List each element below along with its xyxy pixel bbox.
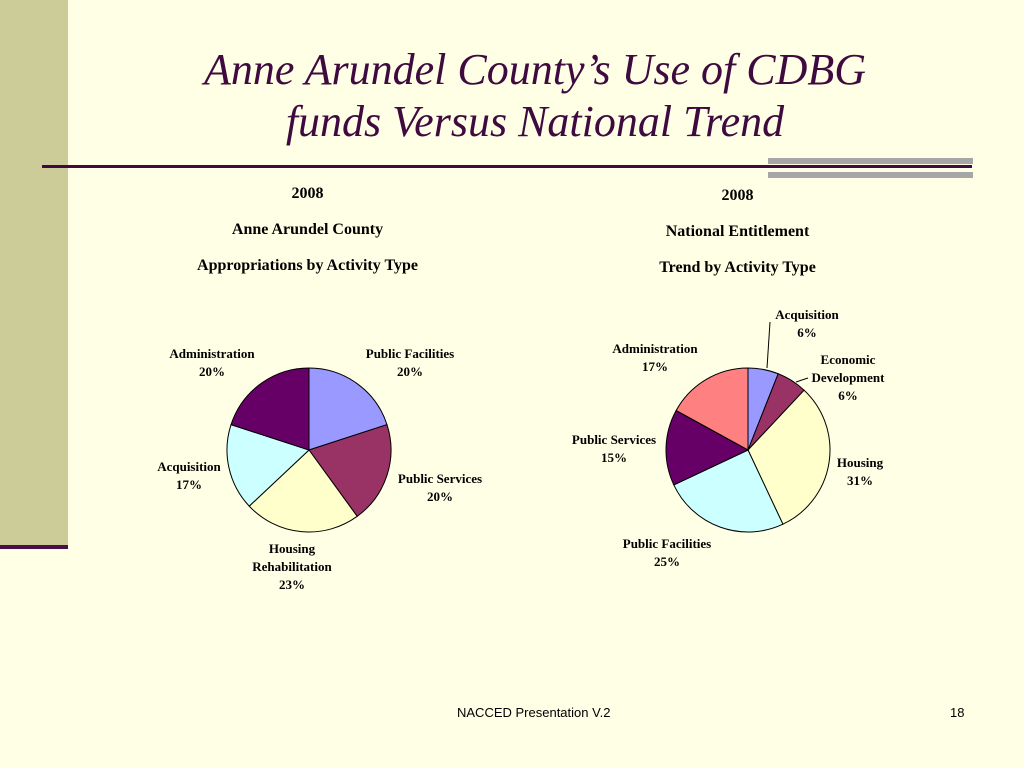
national-value-acquisition: 6% [797,325,817,340]
county-label-public-facilities: Public Facilities 20% [366,346,454,379]
county-slice-public-services [308,424,392,518]
county-label-acquisition: Acquisition 17% [157,459,221,492]
accent-bar-top [768,158,973,164]
county-slice-public-facilities [308,367,388,451]
county-pie-chart: Public Facilities 20% Public Services 20% Ho… [157,346,482,592]
county-chart-subtitle: Appropriations by Activity Type [197,257,418,274]
county-label-public-services: Public Services 20% [398,471,482,504]
county-slice-housing-rehabilitation [248,449,358,533]
national-label-acquisition: Acquisition 6% [775,307,839,340]
county-value-administration: 20% [199,364,225,379]
page-number: 18 [950,705,965,720]
title-line-1: Anne Arundel County’s Use of CDBG [204,45,866,94]
slide-title: Anne Arundel County’s Use of CDBG funds … [100,44,970,148]
accent-bar-bottom [768,172,973,178]
county-value-acquisition: 17% [176,477,202,492]
national-value-public-services: 15% [601,450,627,465]
county-value-public-facilities: 20% [397,364,423,379]
national-leader-economic-development [795,377,809,383]
national-slice-public-services [665,409,750,486]
national-label-public-facilities: Public Facilities 25% [623,536,711,569]
national-slice-public-facilities [673,449,784,533]
national-pie-chart: Acquisition 6% Economic Development 6% Housin… [572,307,885,569]
title-line-2: funds Versus National Trend [285,97,785,146]
national-slice-housing [747,389,831,525]
national-value-administration: 17% [642,359,668,374]
national-chart-subject: National Entitlement [665,223,810,240]
national-chart-year: 2008 [721,187,754,204]
footer-text: NACCED Presentation V.2 [457,705,611,720]
national-leader-acquisition [766,321,771,369]
county-slice-acquisition [226,424,310,507]
national-slice-administration [675,367,749,451]
national-chart-subtitle: Trend by Activity Type [659,259,816,276]
slide-sidebar [0,0,68,545]
national-label-administration: Administration 17% [612,341,698,374]
county-label-administration: Administration 20% [169,346,255,379]
county-label-housing-rehabilitation: Housing Rehabilitation 23% [252,541,332,592]
national-chart-heading: 2008 National Entitlement Trend by Activ… [590,178,885,286]
national-value-economic-development: 6% [838,388,858,403]
county-value-public-services: 20% [427,489,453,504]
county-chart-year: 2008 [291,185,324,202]
national-value-housing: 31% [847,473,873,488]
national-label-economic-development: Economic Development 6% [812,352,886,403]
county-value-housing-rehabilitation: 23% [279,577,305,592]
county-chart-heading: 2008 Anne Arundel County Appropriations … [160,176,455,284]
national-label-housing: Housing 31% [837,455,884,488]
county-chart-subject: Anne Arundel County [231,221,384,238]
sidebar-divider [0,545,68,549]
national-value-public-facilities: 25% [654,554,680,569]
national-label-public-services: Public Services 15% [572,432,656,465]
title-underline [42,165,972,168]
county-slice-administration [230,367,310,451]
